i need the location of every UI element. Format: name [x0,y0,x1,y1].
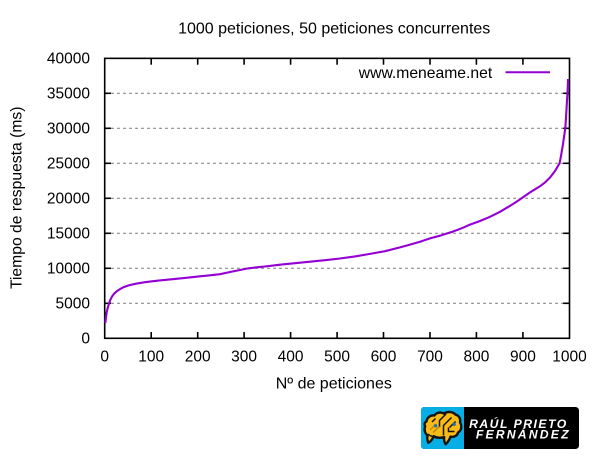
svg-text:700: 700 [417,349,443,366]
svg-text:FERNÁNDEZ: FERNÁNDEZ [476,427,571,442]
svg-text:15000: 15000 [47,225,90,242]
svg-text:900: 900 [510,349,536,366]
svg-text:30000: 30000 [47,120,90,137]
svg-text:100: 100 [138,349,164,366]
svg-text:35000: 35000 [47,85,90,102]
svg-text:300: 300 [231,349,257,366]
svg-text:Tiempo de respuesta (ms): Tiempo de respuesta (ms) [8,107,25,290]
svg-text:25000: 25000 [47,155,90,172]
svg-text:500: 500 [324,349,350,366]
svg-text:0: 0 [100,349,109,366]
svg-text:RAÚL PRIETO: RAÚL PRIETO [469,416,568,431]
svg-text:400: 400 [278,349,304,366]
svg-text:1000 peticiones, 50 peticiones: 1000 peticiones, 50 peticiones concurren… [178,21,490,38]
svg-text:0: 0 [81,330,90,347]
svg-text:Nº de peticiones: Nº de peticiones [276,376,392,393]
svg-text:20000: 20000 [47,190,90,207]
svg-text:200: 200 [185,349,211,366]
svg-text:www.meneame.net: www.meneame.net [358,65,493,82]
svg-text:600: 600 [371,349,397,366]
svg-text:800: 800 [463,349,489,366]
svg-text:5000: 5000 [56,295,91,312]
svg-text:40000: 40000 [47,50,90,67]
svg-text:10000: 10000 [47,260,90,277]
svg-text:1000: 1000 [552,349,587,366]
